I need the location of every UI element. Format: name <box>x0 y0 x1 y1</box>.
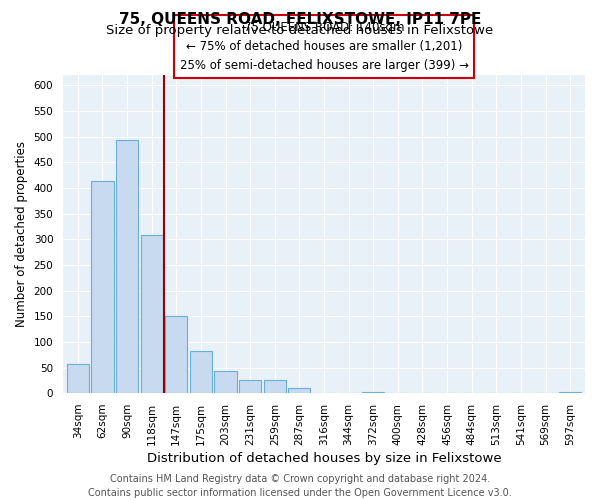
Bar <box>362 392 385 393</box>
Bar <box>165 316 187 393</box>
Bar <box>116 140 138 393</box>
Bar <box>67 364 89 393</box>
Bar <box>263 380 286 393</box>
Text: Contains HM Land Registry data © Crown copyright and database right 2024.
Contai: Contains HM Land Registry data © Crown c… <box>88 474 512 498</box>
Text: 75 QUEENS ROAD: 140sqm
← 75% of detached houses are smaller (1,201)
25% of semi-: 75 QUEENS ROAD: 140sqm ← 75% of detached… <box>179 21 469 72</box>
Bar <box>91 181 113 393</box>
Y-axis label: Number of detached properties: Number of detached properties <box>15 141 28 327</box>
Bar <box>239 380 261 393</box>
X-axis label: Distribution of detached houses by size in Felixstowe: Distribution of detached houses by size … <box>147 452 502 465</box>
Bar <box>289 388 310 393</box>
Bar <box>140 235 163 393</box>
Text: 75, QUEENS ROAD, FELIXSTOWE, IP11 7PE: 75, QUEENS ROAD, FELIXSTOWE, IP11 7PE <box>119 12 481 28</box>
Bar <box>559 392 581 393</box>
Text: Size of property relative to detached houses in Felixstowe: Size of property relative to detached ho… <box>106 24 494 37</box>
Bar <box>190 351 212 393</box>
Bar <box>214 370 236 393</box>
